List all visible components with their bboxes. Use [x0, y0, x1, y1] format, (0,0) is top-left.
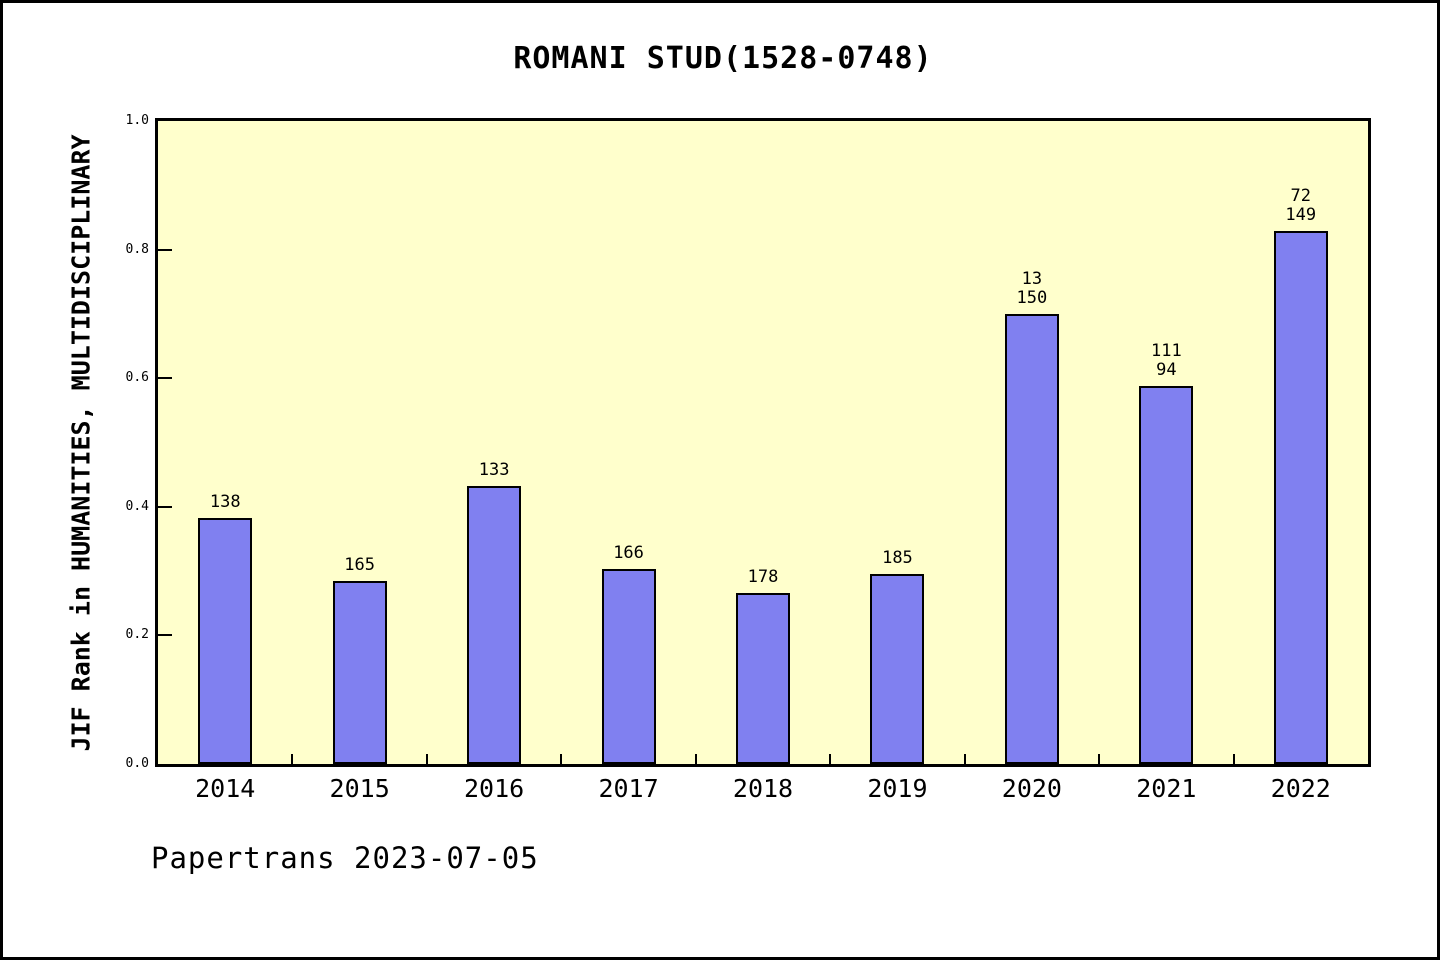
bar-value-line: 149 — [1285, 204, 1317, 225]
y-tick-label: 0.4 — [125, 498, 149, 514]
bar-value-line: 165 — [344, 554, 376, 575]
plot-area: 138 165 133 166 178 185 13 150 111 94 72 149 — [155, 118, 1371, 767]
bar-value-line: 111 — [1150, 340, 1182, 361]
x-minor-tick — [560, 754, 563, 764]
plot-canvas: 138 165 133 166 178 185 13 150 111 94 72 149 — [158, 121, 1368, 764]
x-tick-label-2019: 2019 — [867, 774, 928, 803]
bar-value-label-2015: 165 — [344, 554, 376, 575]
bar-2016 — [467, 486, 522, 764]
bar-value-label-2022: 72 149 — [1285, 185, 1317, 225]
x-tick-label-2020: 2020 — [1001, 774, 1062, 803]
bar-value-label-2017: 166 — [613, 542, 644, 563]
bar-2022 — [1273, 230, 1328, 764]
y-tick — [158, 505, 172, 508]
bar-2014 — [198, 517, 253, 764]
bar-value-label-2016: 133 — [479, 461, 510, 480]
bar-2015 — [332, 580, 387, 764]
bar-value-line: 13 — [1021, 268, 1043, 289]
x-minor-tick — [1098, 754, 1101, 764]
bar-value-line: 72 — [1290, 185, 1311, 206]
y-tick-label: 0.8 — [125, 241, 149, 257]
bar-value-line: 150 — [1016, 287, 1048, 308]
x-minor-tick — [963, 754, 966, 764]
bar-value-line: 185 — [882, 548, 913, 569]
x-tick-label-2017: 2017 — [598, 774, 659, 803]
bar-2020 — [1004, 313, 1059, 764]
bar-2017 — [601, 568, 656, 764]
footer-text: Papertrans 2023-07-05 — [151, 841, 539, 875]
x-tick-label-2018: 2018 — [732, 774, 794, 803]
y-tick-label: 0.0 — [125, 756, 149, 771]
bar-value-line: 138 — [209, 491, 241, 512]
y-tick-label: 0.6 — [125, 370, 149, 386]
bar-2019 — [870, 574, 925, 764]
y-tick — [158, 248, 172, 251]
y-tick-label: 1.0 — [125, 113, 149, 128]
x-minor-tick — [291, 754, 294, 764]
bar-value-line: 133 — [478, 460, 510, 481]
x-tick-label-2014: 2014 — [195, 774, 256, 803]
bar-2018 — [736, 592, 790, 764]
y-tick — [158, 377, 172, 380]
x-tick-label-2021: 2021 — [1136, 774, 1197, 803]
x-minor-tick — [1232, 754, 1235, 764]
x-tick-label-2016: 2016 — [464, 774, 525, 803]
bar-value-label-2014: 138 — [209, 491, 241, 512]
bar-value-label-2019: 185 — [882, 549, 913, 568]
bar-value-label-2021: 111 94 — [1150, 340, 1182, 380]
chart-title: ROMANI STUD(1528-0748) — [513, 41, 933, 76]
bar-value-label-2018: 178 — [747, 566, 779, 587]
bar-value-line: 94 — [1156, 359, 1177, 380]
x-minor-tick — [425, 754, 428, 764]
bar-value-label-2020: 13 150 — [1016, 268, 1048, 308]
y-tick — [158, 634, 172, 637]
y-tick-label: 0.2 — [125, 627, 149, 643]
bar-value-line: 166 — [613, 542, 644, 563]
x-tick-label-2022: 2022 — [1270, 774, 1331, 803]
bar-value-line: 178 — [747, 566, 779, 587]
x-tick-label-2015: 2015 — [329, 774, 390, 803]
bar-2021 — [1139, 385, 1194, 764]
y-axis-label: JIF Rank in HUMANITIES, MULTIDISCIPLINAR… — [66, 134, 96, 752]
x-minor-tick — [694, 754, 697, 764]
x-minor-tick — [829, 754, 832, 764]
